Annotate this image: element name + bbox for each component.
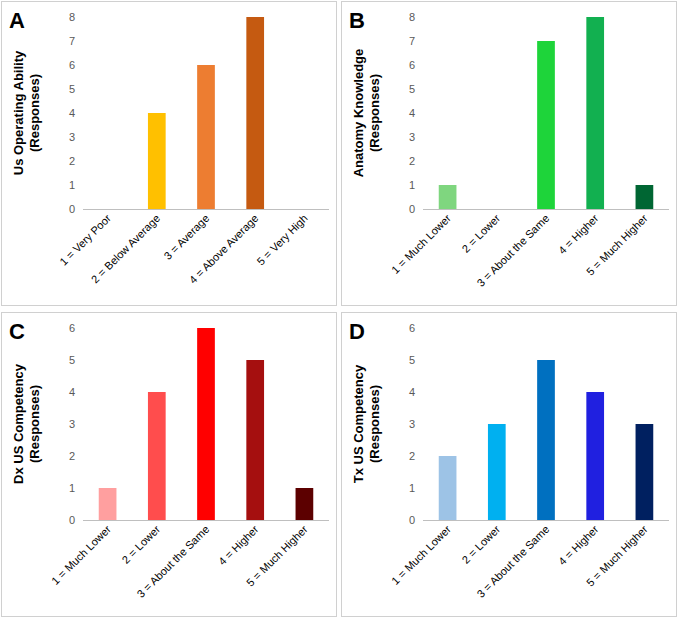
x-tick-label: 5 = Very High xyxy=(254,212,309,267)
bar xyxy=(488,209,506,210)
bar xyxy=(99,209,117,210)
panel-label: A xyxy=(9,8,25,33)
x-tick-label: 3 = About the Same xyxy=(474,523,551,600)
x-tick-label: 2 = Lower xyxy=(459,212,502,255)
x-axis xyxy=(83,209,329,210)
y-tick-label: 2 xyxy=(69,155,75,167)
panel-label: D xyxy=(349,319,365,344)
x-axis xyxy=(423,209,669,210)
x-tick-label: 5 = Much Higher xyxy=(244,523,310,589)
bar xyxy=(586,392,604,520)
panel-label: B xyxy=(349,8,365,33)
x-tick-label: 4 = Higher xyxy=(216,523,261,568)
y-tick-label: 1 xyxy=(409,179,415,191)
y-tick-label: 5 xyxy=(409,354,415,366)
bar xyxy=(636,424,654,520)
panel: B Anatomy Knowledge(Responses) 0 1 2 3 4 5 6 7 8 1 … xyxy=(342,2,677,306)
x-tick-label: 1 = Very Poor xyxy=(57,212,113,268)
x-axis xyxy=(423,520,669,521)
x-tick-label: 5 = Much Higher xyxy=(584,212,650,278)
bars xyxy=(99,328,314,520)
y-tick-label: 2 xyxy=(409,450,415,462)
bar xyxy=(148,392,166,520)
y-tick-label: 6 xyxy=(409,322,415,334)
bar xyxy=(586,17,604,209)
y-tick-label: 5 xyxy=(69,83,75,95)
x-tick-label: 4 = Above Average xyxy=(187,212,261,286)
y-tick-label: 4 xyxy=(409,386,415,398)
y-tick-label: 1 xyxy=(69,179,75,191)
bar xyxy=(636,185,654,209)
x-tick-label: 2 = Lower xyxy=(119,523,162,566)
y-axis-label: Dx US Competency(Responses) xyxy=(11,363,42,484)
bar xyxy=(296,209,314,210)
bar xyxy=(197,65,215,209)
x-tick-label: 3 = About the Same xyxy=(134,523,211,600)
x-tick-label: 5 = Much Higher xyxy=(584,523,650,589)
y-tick-label: 0 xyxy=(69,203,75,215)
panel-frame xyxy=(2,2,337,306)
y-tick-label: 7 xyxy=(69,35,75,47)
bar xyxy=(488,424,506,520)
y-tick-label: 3 xyxy=(409,418,415,430)
bars xyxy=(439,360,654,520)
y-tick-label: 5 xyxy=(409,83,415,95)
y-axis-label: Us Operating Ability(Responses) xyxy=(11,50,42,175)
y-tick-label: 6 xyxy=(409,59,415,71)
bar xyxy=(246,17,264,209)
x-tick-label: 4 = Higher xyxy=(556,523,601,568)
bar xyxy=(197,328,215,520)
panel-frame xyxy=(342,313,677,617)
y-tick-label: 1 xyxy=(69,482,75,494)
y-tick-label: 8 xyxy=(69,11,75,23)
y-tick-label: 4 xyxy=(69,386,75,398)
bars xyxy=(439,17,654,209)
y-tick-label: 1 xyxy=(409,482,415,494)
bar xyxy=(439,456,457,520)
x-axis xyxy=(83,520,329,521)
bar xyxy=(296,488,314,520)
y-tick-label: 5 xyxy=(69,354,75,366)
y-tick-label: 3 xyxy=(69,418,75,430)
y-tick-label: 0 xyxy=(409,203,415,215)
y-tick-label: 6 xyxy=(69,59,75,71)
figure: A Us Operating Ability(Responses) 0 1 2 3 4 5 6 7… xyxy=(0,0,677,617)
x-tick-label: 2 = Below Average xyxy=(89,212,162,285)
bar xyxy=(439,185,457,209)
y-axis-label: Anatomy Knowledge(Responses) xyxy=(351,49,382,178)
panel-label: C xyxy=(9,319,25,344)
x-tick-label: 1 = Much Lower xyxy=(389,523,453,587)
bar xyxy=(148,113,166,209)
y-tick-label: 4 xyxy=(409,107,415,119)
bars xyxy=(148,17,264,209)
x-tick-label: 1 = Much Lower xyxy=(389,212,453,276)
panel: D Tx US Competency(Responses) 0 1 2 3 4 5 6 1 = M… xyxy=(342,313,677,617)
x-tick-label: 1 = Much Lower xyxy=(49,523,113,587)
panel-frame xyxy=(2,313,337,617)
y-tick-label: 0 xyxy=(69,514,75,526)
x-tick-label: 2 = Lower xyxy=(459,523,502,566)
x-tick-label: 3 = Average xyxy=(161,212,211,262)
y-tick-label: 3 xyxy=(409,131,415,143)
bar xyxy=(246,360,264,520)
y-tick-label: 4 xyxy=(69,107,75,119)
y-tick-label: 0 xyxy=(409,514,415,526)
panel: C Dx US Competency(Responses) 0 1 2 3 4 5 6 1 = M… xyxy=(2,313,337,617)
y-tick-label: 8 xyxy=(409,11,415,23)
bar xyxy=(537,360,555,520)
y-tick-label: 2 xyxy=(69,450,75,462)
y-tick-label: 3 xyxy=(69,131,75,143)
bar xyxy=(99,488,117,520)
x-tick-label: 4 = Higher xyxy=(556,212,601,257)
y-tick-label: 7 xyxy=(409,35,415,47)
panel-frame xyxy=(342,2,677,306)
panel: A Us Operating Ability(Responses) 0 1 2 3 4 5 6 7… xyxy=(2,2,337,306)
x-tick-label: 3 = About the Same xyxy=(474,212,551,289)
y-axis-label: Tx US Competency(Responses) xyxy=(351,364,382,483)
y-tick-label: 6 xyxy=(69,322,75,334)
y-tick-label: 2 xyxy=(409,155,415,167)
bar xyxy=(537,41,555,209)
